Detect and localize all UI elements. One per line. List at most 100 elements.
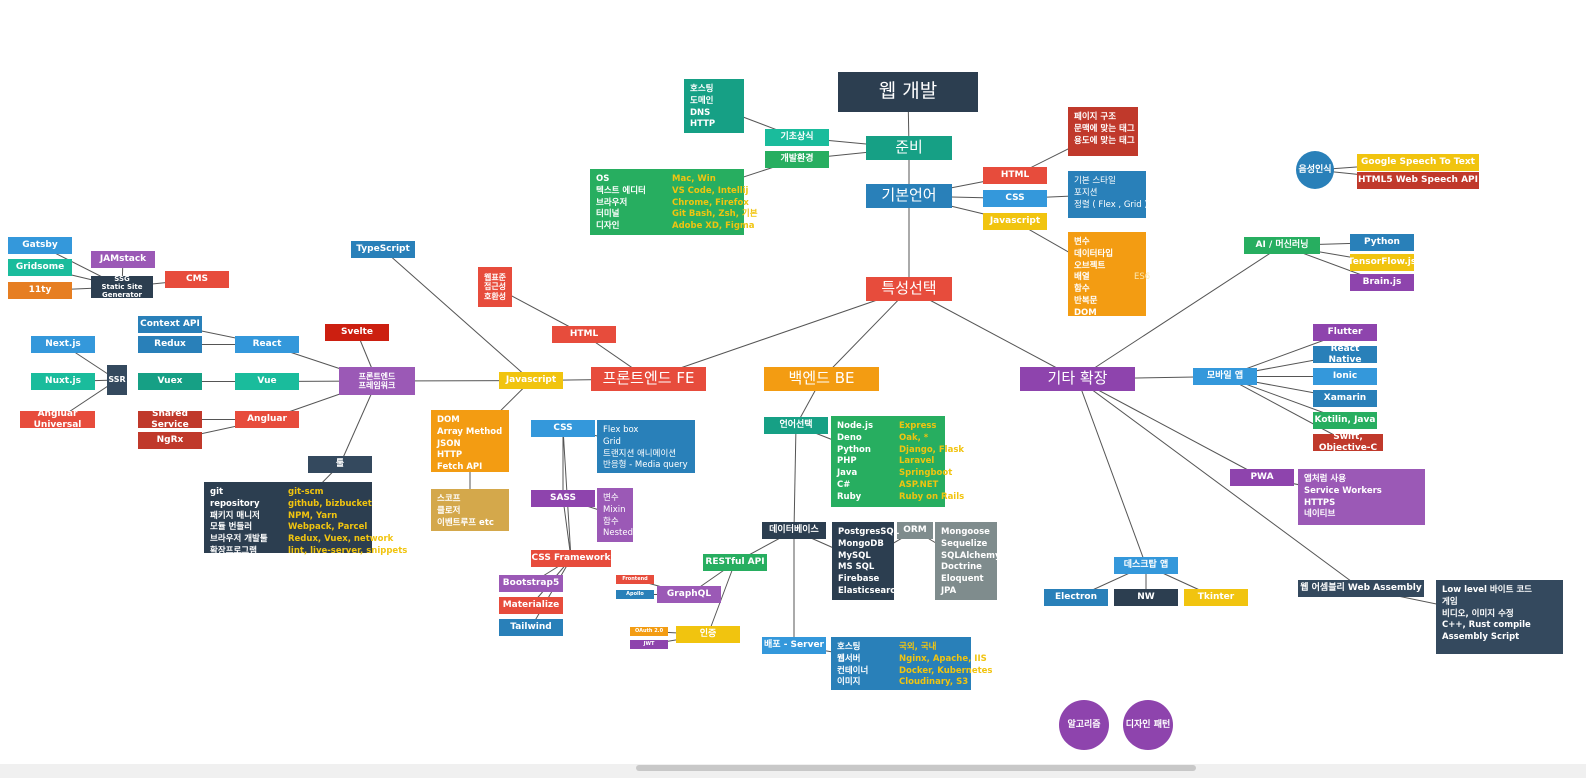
node-html5speech[interactable]: HTML5 Web Speech API — [1357, 172, 1479, 189]
node-typescript[interactable]: TypeScript — [351, 241, 415, 258]
node-auth[interactable]: 인증 — [676, 626, 740, 643]
node-react[interactable]: React — [235, 336, 299, 353]
list-item: 페이지 구조 — [1074, 112, 1117, 122]
node-oauth_tag[interactable]: OAuth 2.0 — [630, 627, 668, 636]
list-item: 확장프로그램 — [210, 545, 257, 556]
node-basic[interactable]: 기초상식 — [765, 129, 829, 146]
node-restful[interactable]: RESTful API — [703, 554, 767, 571]
node-deploy[interactable]: 배포 - Server — [762, 637, 826, 654]
node-nextjs[interactable]: Next.js — [31, 336, 95, 353]
node-fe_html[interactable]: HTML — [552, 326, 616, 343]
node-ai[interactable]: AI / 머신러닝 — [1244, 237, 1320, 254]
node-svelte[interactable]: Svelte — [325, 324, 389, 341]
node-speech[interactable]: 음성인식 — [1296, 151, 1334, 189]
node-graphql[interactable]: GraphQL — [657, 586, 721, 603]
node-anguni[interactable]: Angluar Universal — [20, 409, 95, 430]
node-fe_js[interactable]: Javascript — [499, 372, 563, 389]
node-be[interactable]: 백엔드 BE — [764, 367, 879, 391]
node-baselang[interactable]: 기본언어 — [866, 184, 952, 208]
node-rn[interactable]: React Native — [1313, 344, 1377, 365]
node-jwt_tag[interactable]: JWT — [630, 640, 668, 649]
node-redux[interactable]: Redux — [138, 336, 202, 353]
node-shared[interactable]: Shared Service — [138, 409, 202, 430]
node-kotlin[interactable]: Kotilin, Java — [1313, 412, 1377, 429]
node-cms[interactable]: CMS — [165, 271, 229, 288]
node-ext[interactable]: 기타 확장 — [1020, 367, 1135, 391]
node-gatsby[interactable]: Gatsby — [8, 237, 72, 254]
node-pwa[interactable]: PWA — [1230, 469, 1294, 486]
node-vuex[interactable]: Vuex — [138, 373, 202, 390]
node-design[interactable]: 디자인 패턴 — [1123, 700, 1173, 750]
list-item-value: Laravel — [899, 456, 935, 467]
node-env[interactable]: 개발환경 — [765, 151, 829, 168]
connector-ext-ai — [1077, 245, 1283, 380]
node-tools[interactable]: 툴 — [308, 456, 372, 473]
node-web_std[interactable]: 웹표준 접근성 호환성 — [478, 267, 512, 307]
horizontal-scrollbar-thumb[interactable] — [636, 765, 1196, 771]
node-prep[interactable]: 준비 — [866, 136, 952, 160]
list-item: 오브젝트 — [1074, 260, 1106, 271]
node-js1[interactable]: Javascript — [983, 213, 1047, 230]
node-fe[interactable]: 프론트엔드 FE — [591, 367, 706, 391]
node-nw[interactable]: NW — [1114, 589, 1178, 606]
node-vue[interactable]: Vue — [235, 373, 299, 390]
node-gridsome[interactable]: Gridsome — [8, 259, 72, 276]
node-web[interactable]: 웹 개발 — [838, 72, 978, 112]
node-ssr[interactable]: SSR — [107, 365, 127, 395]
node-fe_css[interactable]: CSS — [531, 420, 595, 437]
node-desktop[interactable]: 데스크탑 앱 — [1114, 557, 1178, 574]
list-item: 이미지 — [837, 677, 861, 688]
list-item: 반복문 — [1074, 295, 1098, 306]
node-lang_sel[interactable]: 언어선택 — [764, 417, 828, 434]
list-item: SQLAlchemy — [941, 550, 1001, 561]
list-item: 데이터타입 — [1074, 248, 1114, 259]
node-fefw[interactable]: 프론트엔드 프레임워크 — [339, 367, 415, 395]
list-item-value: Nginx, Apache, IIS — [899, 653, 987, 664]
connector-ext-desktop — [1077, 378, 1147, 566]
node-gspeech[interactable]: Google Speech To Text — [1357, 154, 1479, 171]
node-brainjs[interactable]: Brain.js — [1350, 274, 1414, 291]
node-css1[interactable]: CSS — [983, 190, 1047, 207]
node-ctxapi[interactable]: Context API — [138, 316, 202, 333]
node-python[interactable]: Python — [1350, 234, 1414, 251]
node-db[interactable]: 데이터베이스 — [762, 522, 826, 539]
node-xamarin[interactable]: Xamarin — [1313, 390, 1377, 407]
node-swift[interactable]: Swift, Objective-C — [1313, 432, 1383, 453]
node-eleventy[interactable]: 11ty — [8, 282, 72, 299]
node-mobile[interactable]: 모바일 앱 — [1193, 368, 1257, 385]
node-jamstack[interactable]: JAMstack — [91, 251, 155, 268]
node-materialize[interactable]: Materialize — [499, 597, 563, 614]
node-ssg[interactable]: SSG Static Site Generator — [91, 275, 153, 299]
node-bootstrap[interactable]: Bootstrap5 — [499, 575, 563, 592]
node-nuxtjs[interactable]: Nuxt.js — [31, 373, 95, 390]
node-ngrx[interactable]: NgRx — [138, 432, 202, 449]
node-orm[interactable]: ORM — [897, 522, 933, 539]
node-ionic[interactable]: Ionic — [1313, 368, 1377, 385]
list-item-value: ES6 — [1134, 272, 1151, 283]
list-l_tools: git git-scm repository github, bizbucket 패키지… — [204, 482, 407, 556]
list-item-value: NPM, Yarn — [288, 510, 338, 521]
list-item: 정렬 ( Flex , Grid ) — [1074, 199, 1148, 210]
list-item: Flex box — [603, 425, 639, 435]
node-flutter[interactable]: Flutter — [1313, 324, 1377, 341]
list-item: 변수 — [603, 493, 619, 503]
list-item: JPA — [941, 585, 957, 596]
list-item: MySQL — [838, 550, 871, 561]
connector-special-ext — [908, 288, 1078, 380]
list-item: 문맥에 맞는 태그 — [1074, 123, 1135, 134]
node-electron[interactable]: Electron — [1044, 589, 1108, 606]
node-sass[interactable]: SASS — [531, 490, 595, 507]
node-tailwind[interactable]: Tailwind — [499, 619, 563, 636]
node-angular[interactable]: Angluar — [235, 411, 299, 428]
node-algo[interactable]: 알고리즘 — [1059, 700, 1109, 750]
node-cssfw[interactable]: CSS Framework — [531, 550, 611, 567]
node-special[interactable]: 특성선택 — [866, 277, 952, 301]
node-tkinter[interactable]: Tkinter — [1184, 589, 1248, 606]
list-item-value: Adobe XD, Figma — [672, 221, 755, 232]
node-tfjs[interactable]: TensorFlow.js — [1348, 254, 1416, 271]
node-html1[interactable]: HTML — [983, 167, 1047, 184]
node-apollo_tag[interactable]: Apollo — [616, 590, 654, 599]
list-item: DOM — [437, 415, 460, 425]
node-frontend_tag[interactable]: Frontend — [616, 575, 654, 584]
node-wasm[interactable]: 웹 어셈블리 Web Assembly — [1298, 580, 1424, 597]
